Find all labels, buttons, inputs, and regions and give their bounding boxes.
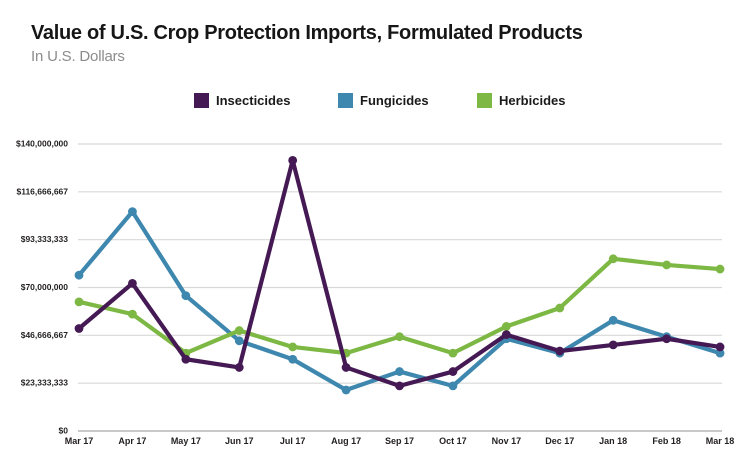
x-axis-tick-label: Sep 17 — [385, 436, 414, 446]
series-point-fungicides — [288, 354, 298, 364]
series-line-insecticides — [76, 158, 723, 388]
x-axis-tick-label: Oct 17 — [439, 436, 467, 446]
y-axis-tick-label: $116,666,667 — [16, 186, 68, 196]
series-point-insecticides — [501, 330, 511, 340]
series-point-insecticides — [128, 279, 137, 288]
series-point-fungicides — [181, 291, 191, 301]
series-point-insecticides — [395, 381, 404, 391]
series-point-fungicides — [341, 385, 351, 395]
legend-item-herbicides: Herbicides — [477, 92, 565, 108]
series-point-fungicides — [395, 367, 404, 376]
series-point-herbicides — [74, 297, 84, 307]
series-point-herbicides — [608, 254, 618, 264]
y-axis-tick-label: $140,000,000 — [16, 139, 68, 149]
x-axis-tick-label: Jul 17 — [280, 436, 306, 446]
series-point-herbicides — [448, 348, 458, 358]
series-point-insecticides — [715, 342, 725, 352]
series-point-herbicides — [662, 260, 672, 270]
x-axis-tick-label: Jun 17 — [225, 436, 254, 446]
series-point-herbicides — [555, 303, 565, 313]
series-point-herbicides — [288, 342, 298, 352]
page-subtitle: In U.S. Dollars — [31, 48, 125, 65]
legend-item-fungicides: Fungicides — [338, 92, 429, 108]
series-point-fungicides — [448, 381, 458, 391]
series-point-fungicides — [234, 336, 244, 346]
legend-label-herbicides: Herbicides — [499, 92, 566, 108]
legend-swatch-insecticides-icon — [194, 92, 209, 108]
legend-item-insecticides: Insecticides — [194, 92, 290, 108]
y-axis-tick-label: $23,333,333 — [21, 378, 69, 388]
legend-swatch-fungicides-icon — [338, 92, 353, 108]
y-axis-tick-label: $70,000,000 — [21, 282, 69, 292]
series-point-fungicides — [74, 270, 84, 280]
x-axis-tick-label: Mar 17 — [65, 436, 94, 446]
series-point-insecticides — [74, 324, 84, 333]
legend-swatch-herbicides-icon — [477, 92, 492, 108]
series-point-insecticides — [555, 346, 565, 356]
series-point-insecticides — [448, 367, 458, 376]
y-axis-tick-label: $93,333,333 — [21, 234, 69, 244]
y-axis-tick-label: $0 — [59, 426, 69, 436]
series-point-herbicides — [715, 264, 725, 274]
chart-legend: Insecticides Fungicides Herbicides — [0, 92, 746, 110]
legend-label-fungicides: Fungicides — [360, 92, 429, 108]
series-point-fungicides — [608, 315, 618, 325]
series-point-fungicides — [128, 207, 137, 217]
x-axis-tick-label: Nov 17 — [492, 436, 522, 446]
series-point-insecticides — [234, 363, 244, 372]
series-line-fungicides — [76, 209, 723, 393]
series-point-insecticides — [288, 156, 298, 165]
x-axis-tick-label: May 17 — [171, 436, 201, 446]
x-axis-tick-label: Apr 17 — [118, 436, 146, 446]
x-axis-tick-label: Jan 18 — [599, 436, 627, 446]
legend-label-insecticides: Insecticides — [216, 92, 291, 108]
series-point-herbicides — [501, 322, 511, 331]
series-point-herbicides — [128, 309, 137, 319]
series-point-herbicides — [234, 326, 244, 335]
series-point-insecticides — [662, 334, 672, 344]
x-axis-tick-label: Mar 18 — [706, 436, 735, 446]
series-point-insecticides — [608, 340, 618, 350]
series-point-insecticides — [181, 354, 191, 364]
y-axis-tick-label: $46,666,667 — [21, 330, 69, 340]
series-point-insecticides — [341, 363, 351, 372]
series-point-fungicides — [715, 348, 725, 358]
x-axis-tick-label: Feb 18 — [652, 436, 681, 446]
x-axis-tick-label: Dec 17 — [545, 436, 574, 446]
series-point-herbicides — [395, 332, 404, 342]
x-axis-tick-label: Aug 17 — [331, 436, 361, 446]
page-title: Value of U.S. Crop Protection Imports, F… — [31, 22, 583, 44]
